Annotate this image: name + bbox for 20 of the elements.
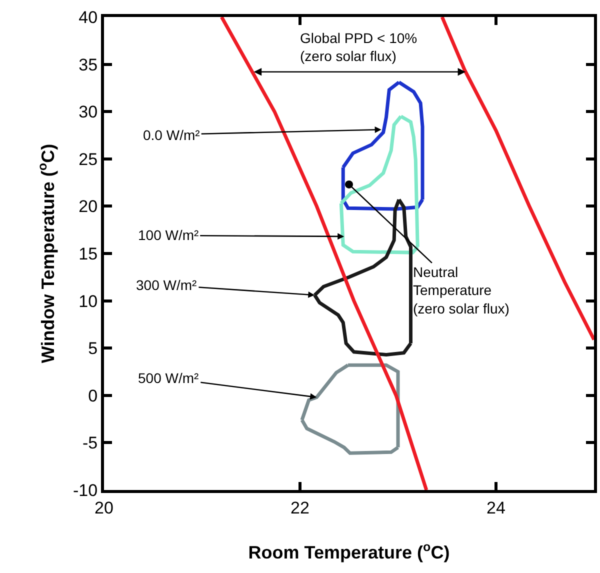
x-tick-label: 22 (290, 498, 310, 518)
y-tick-label: 40 (78, 8, 98, 27)
y-tick-label: -10 (73, 480, 98, 500)
y-tick-label: -5 (82, 434, 98, 453)
annotation: Global PPD < 10% (zero solar flux) (300, 30, 418, 64)
y-tick-label: 25 (78, 150, 98, 169)
y-tick-label: 15 (78, 244, 98, 264)
y-tick-label: 35 (78, 55, 98, 74)
y-tick-label: 0 (88, 386, 98, 406)
annotation: 300 W/m² (136, 277, 198, 293)
annotation: 0.0 W/m² (143, 127, 200, 143)
x-tick-label: 24 (486, 498, 506, 518)
annotation: Neutral Temperature (zero solar flux) (413, 264, 510, 316)
y-tick-label: 30 (78, 102, 98, 122)
y-tick-label: 10 (78, 292, 98, 311)
annotation: 100 W/m² (138, 227, 200, 243)
y-tick-label: 5 (88, 339, 98, 358)
y-tick-label: 20 (78, 197, 98, 216)
x-axis-title: Room Temperature ($^{o}$C) (248, 540, 450, 562)
annotation: 500 W/m² (138, 370, 200, 386)
